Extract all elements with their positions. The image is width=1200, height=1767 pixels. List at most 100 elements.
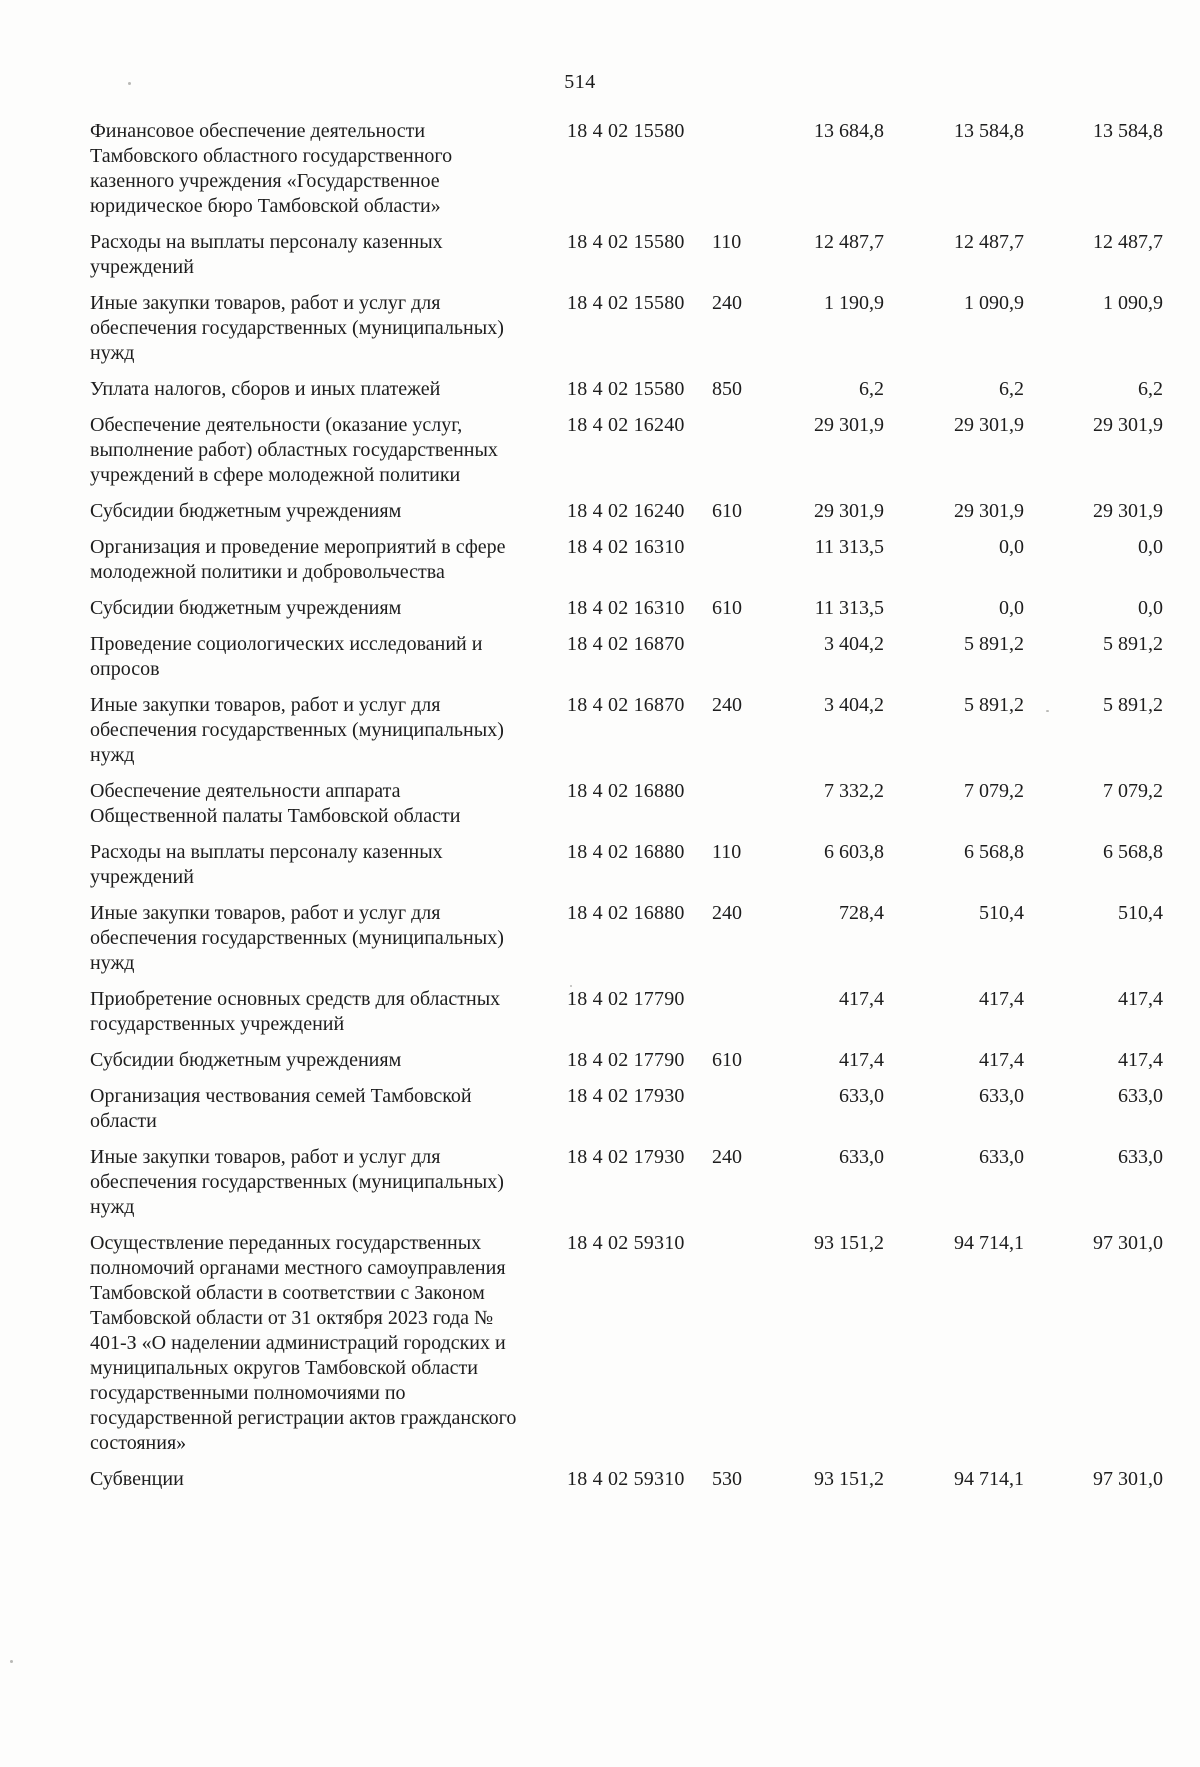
expense-type-code: 110 [712,231,742,253]
page-number: 514 [564,71,596,93]
amount-year1: 29 301,9 [814,414,884,436]
amount-year1: 13 684,8 [814,120,884,142]
expense-item-name: Иные закупки товаров, работ и услуг для … [90,292,504,364]
amount-year2: 5 891,2 [964,633,1024,655]
amount-year2: 7 079,2 [964,780,1024,802]
amount-year1: 6 603,8 [824,841,884,863]
amount-year3: 417,4 [1118,988,1163,1010]
amount-year3: 5 891,2 [1103,694,1163,716]
table-row: Обеспечение деятельности аппарата Общест… [0,779,1200,829]
amount-year1: 3 404,2 [824,694,884,716]
amount-year1: 7 332,2 [824,780,884,802]
expense-item-name: Иные закупки товаров, работ и услуг для … [90,1146,504,1218]
expense-item-name: Обеспечение деятельности (оказание услуг… [90,414,498,486]
expense-type-code: 110 [712,841,742,863]
expense-type-code: 240 [712,694,742,716]
amount-year1: 417,4 [839,988,884,1010]
table-row: Расходы на выплаты персоналу казенных уч… [0,230,1200,280]
amount-year3: 12 487,7 [1093,231,1163,253]
expense-item-name: Уплата налогов, сборов и иных платежей [90,378,441,400]
scan-speck [570,985,572,987]
expense-item-name: Субсидии бюджетным учреждениям [90,1049,402,1071]
expense-item-name: Приобретение основных средств для област… [90,988,501,1035]
expense-type-code: 610 [712,1049,742,1071]
expense-item-name: Иные закупки товаров, работ и услуг для … [90,694,504,766]
scan-speck [128,82,131,85]
table-row: Иные закупки товаров, работ и услуг для … [0,291,1200,366]
amount-year1: 11 313,5 [814,597,884,619]
amount-year2: 633,0 [979,1085,1024,1107]
amount-year1: 93 151,2 [814,1468,884,1490]
table-row: Субсидии бюджетным учреждениям 18 4 02 1… [0,596,1200,621]
table-row: Организация и проведение мероприятий в с… [0,535,1200,585]
scan-speck [10,1660,13,1663]
budget-target-code: 18 4 02 15580 [567,292,685,314]
expense-item-name: Субсидии бюджетным учреждениям [90,597,402,619]
amount-year3: 13 584,8 [1093,120,1163,142]
amount-year3: 633,0 [1118,1085,1163,1107]
expense-item-name: Финансовое обеспечение деятельности Тамб… [90,120,453,217]
amount-year1: 417,4 [839,1049,884,1071]
amount-year1: 728,4 [839,902,884,924]
expense-item-name: Расходы на выплаты персоналу казенных уч… [90,841,443,888]
amount-year1: 11 313,5 [814,536,884,558]
expense-type-code: 610 [712,597,742,619]
budget-target-code: 18 4 02 15580 [567,231,685,253]
table-row: Финансовое обеспечение деятельности Тамб… [0,119,1200,219]
table-row: Организация чествования семей Тамбовской… [0,1084,1200,1134]
amount-year1: 12 487,7 [814,231,884,253]
budget-target-code: 18 4 02 16880 [567,841,685,863]
amount-year2: 0,0 [999,597,1024,619]
table-row: Субсидии бюджетным учреждениям 18 4 02 1… [0,499,1200,524]
amount-year1: 93 151,2 [814,1232,884,1254]
amount-year3: 6 568,8 [1103,841,1163,863]
amount-year3: 0,0 [1138,536,1163,558]
expense-type-code: 240 [712,292,742,314]
amount-year1: 1 190,9 [824,292,884,314]
amount-year3: 0,0 [1138,597,1163,619]
expense-item-name: Осуществление переданных государственных… [90,1232,517,1454]
budget-target-code: 18 4 02 16870 [567,694,685,716]
amount-year2: 0,0 [999,536,1024,558]
amount-year2: 94 714,1 [954,1232,1024,1254]
table-row: Иные закупки товаров, работ и услуг для … [0,693,1200,768]
budget-target-code: 18 4 02 16310 [567,597,685,619]
expense-item-name: Проведение социологических исследований … [90,633,483,680]
budget-target-code: 18 4 02 15580 [567,378,685,400]
table-row: Субвенции 18 4 02 59310 530 93 151,2 94 … [0,1467,1200,1492]
amount-year2: 29 301,9 [954,500,1024,522]
budget-target-code: 18 4 02 16240 [567,414,685,436]
budget-target-code: 18 4 02 16310 [567,536,685,558]
expense-type-code: 240 [712,902,742,924]
amount-year3: 7 079,2 [1103,780,1163,802]
budget-target-code: 18 4 02 17790 [567,988,685,1010]
expense-item-name: Расходы на выплаты персоналу казенных уч… [90,231,443,278]
table-row: Проведение социологических исследований … [0,632,1200,682]
table-row: Приобретение основных средств для област… [0,987,1200,1037]
expense-type-code: 610 [712,500,742,522]
amount-year3: 510,4 [1118,902,1163,924]
budget-target-code: 18 4 02 59310 [567,1468,685,1490]
amount-year2: 633,0 [979,1146,1024,1168]
expense-item-name: Субвенции [90,1468,184,1490]
budget-table: Финансовое обеспечение деятельности Тамб… [0,119,1200,1492]
amount-year2: 94 714,1 [954,1468,1024,1490]
amount-year2: 417,4 [979,1049,1024,1071]
amount-year1: 633,0 [839,1085,884,1107]
amount-year3: 97 301,0 [1093,1232,1163,1254]
budget-target-code: 18 4 02 16870 [567,633,685,655]
budget-target-code: 18 4 02 17930 [567,1085,685,1107]
budget-target-code: 18 4 02 17790 [567,1049,685,1071]
amount-year1: 6,2 [859,378,884,400]
expense-item-name: Субсидии бюджетным учреждениям [90,500,402,522]
scan-speck [1046,710,1049,712]
amount-year3: 1 090,9 [1103,292,1163,314]
amount-year2: 12 487,7 [954,231,1024,253]
expense-item-name: Организация и проведение мероприятий в с… [90,536,506,583]
table-row: Иные закупки товаров, работ и услуг для … [0,901,1200,976]
expense-item-name: Обеспечение деятельности аппарата Общест… [90,780,461,827]
amount-year3: 29 301,9 [1093,500,1163,522]
amount-year1: 29 301,9 [814,500,884,522]
amount-year3: 6,2 [1138,378,1163,400]
budget-target-code: 18 4 02 16240 [567,500,685,522]
